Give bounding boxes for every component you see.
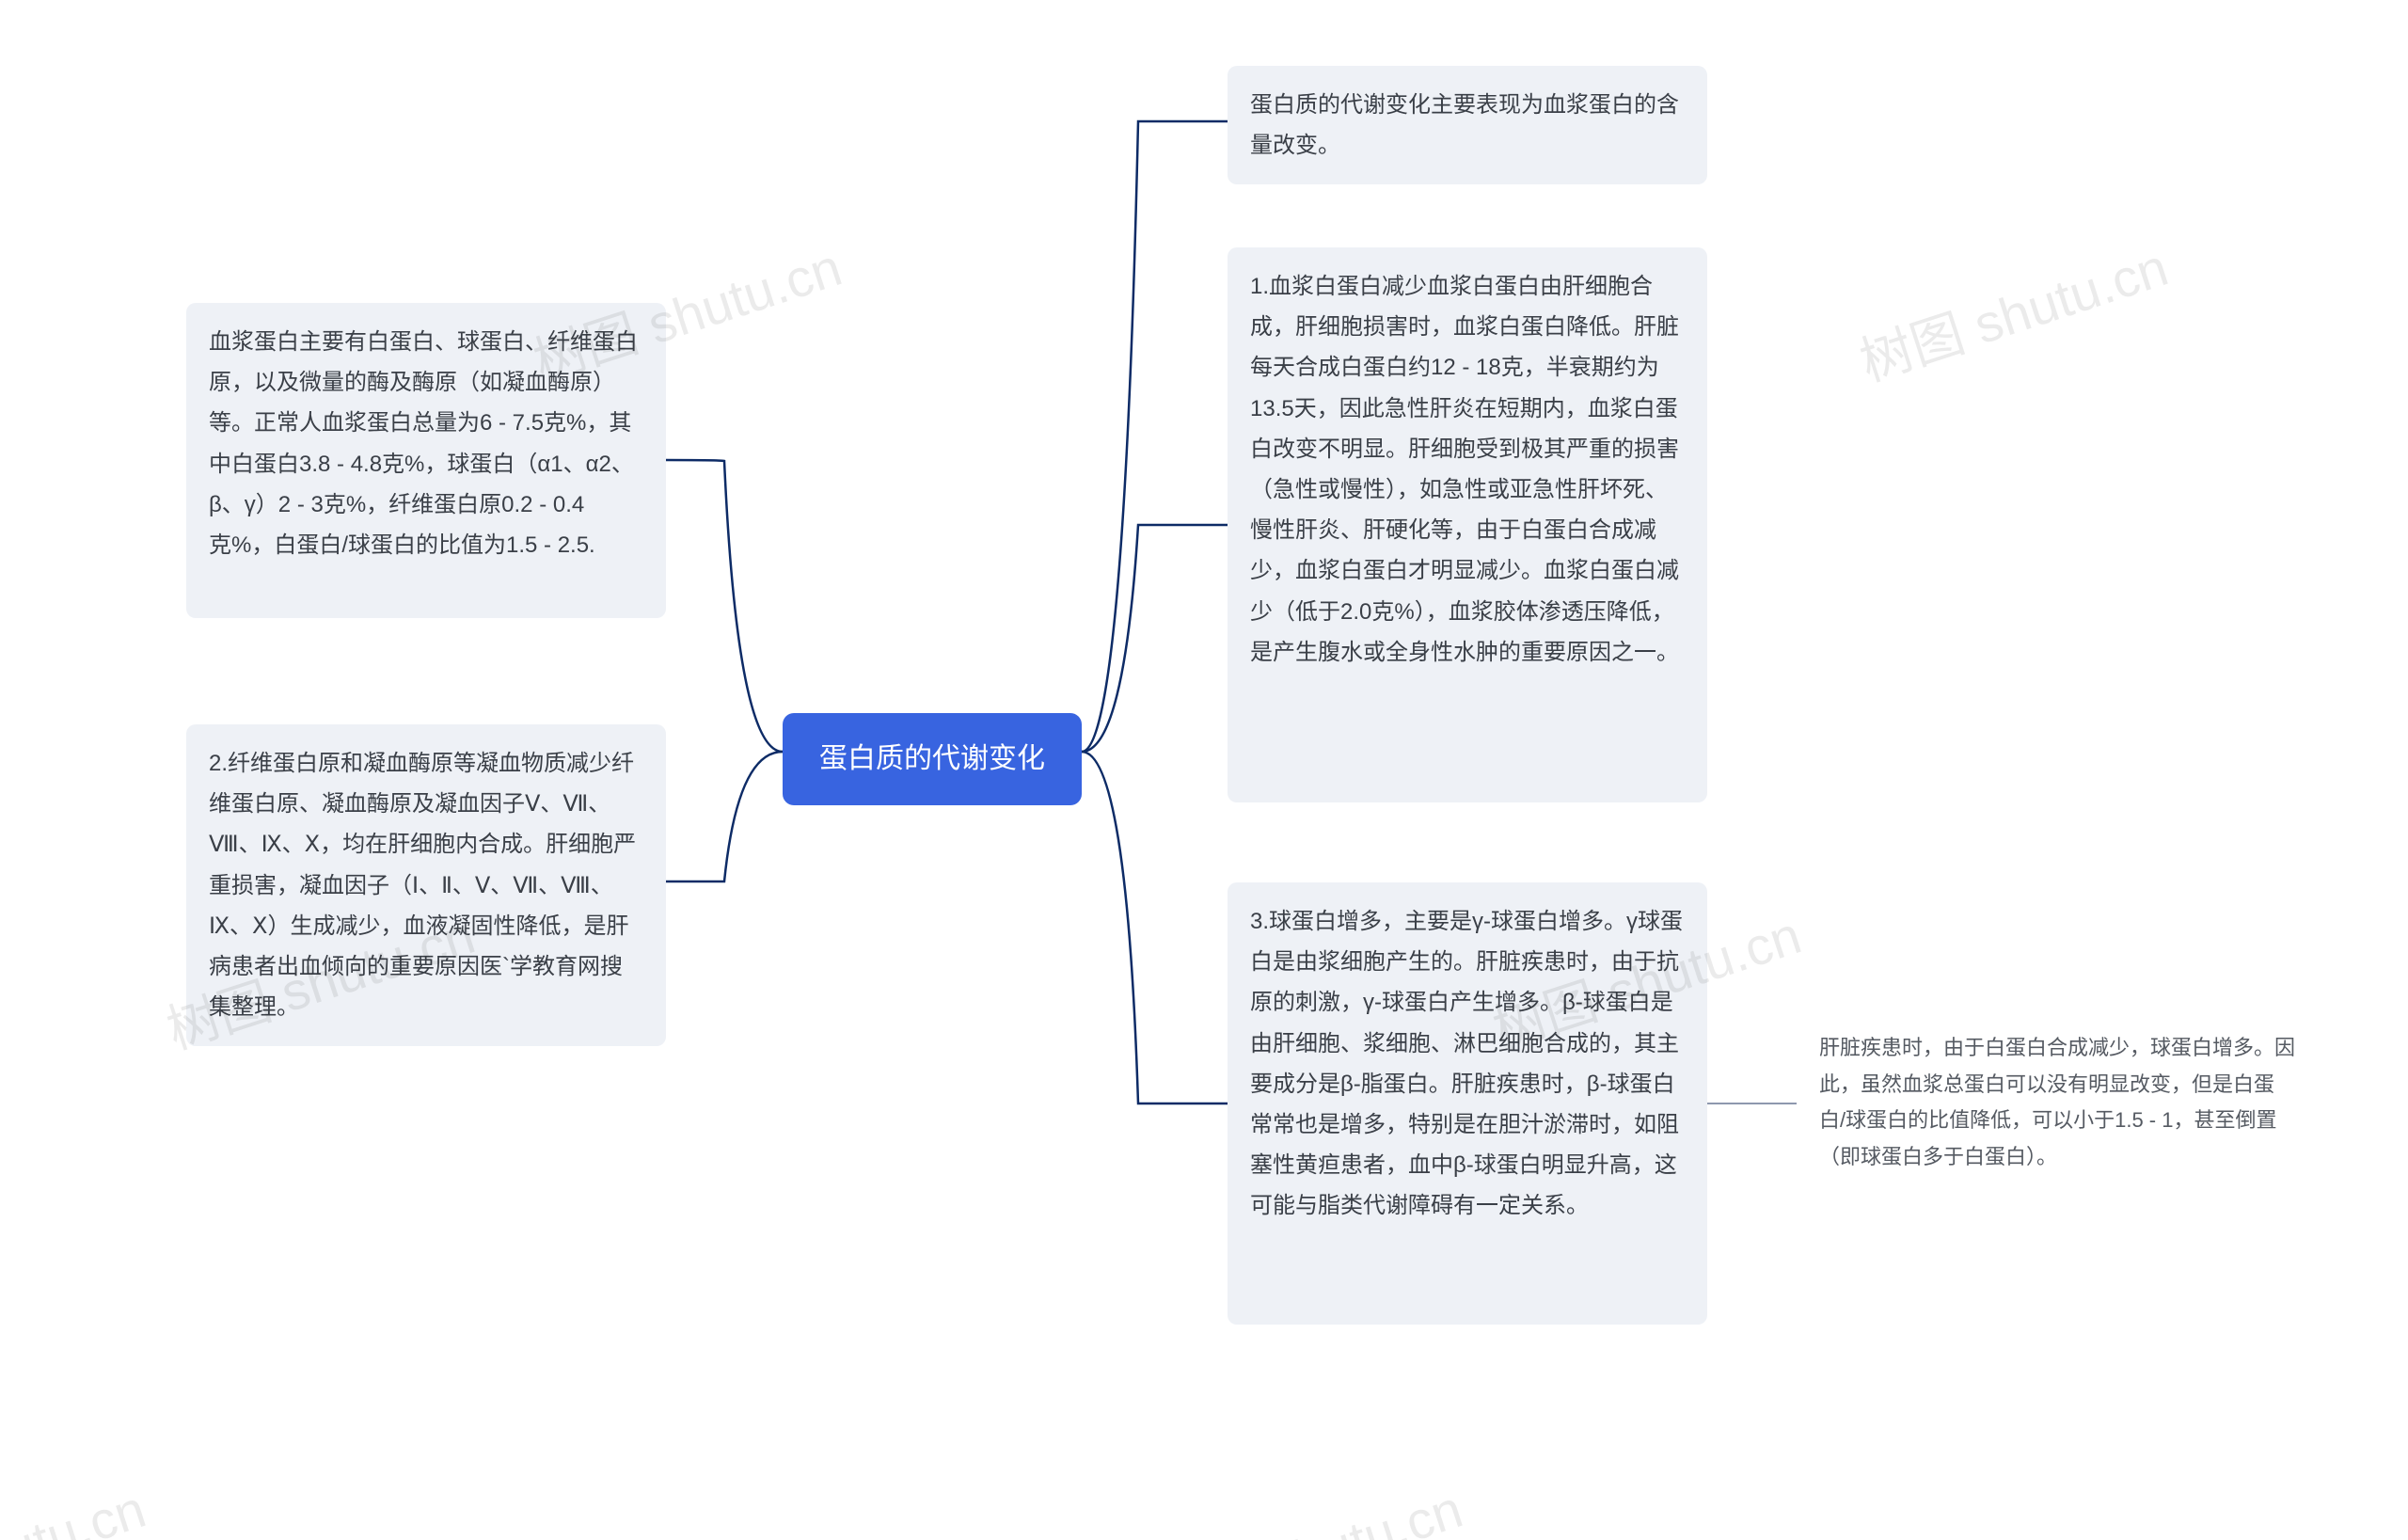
right-node-1-text: 蛋白质的代谢变化主要表现为血浆蛋白的含量改变。	[1250, 92, 1679, 158]
watermark: 树图 shutu.cn	[1144, 1468, 1471, 1540]
left-node-1-text: 血浆蛋白主要有白蛋白、球蛋白、纤维蛋白原，以及微量的酶及酶原（如凝血酶原）等。正…	[209, 329, 638, 558]
left-node-1[interactable]: 血浆蛋白主要有白蛋白、球蛋白、纤维蛋白原，以及微量的酶及酶原（如凝血酶原）等。正…	[186, 303, 666, 618]
connector-path	[666, 460, 783, 752]
right-node-2[interactable]: 1.血浆白蛋白减少血浆白蛋白由肝细胞合成，肝细胞损害时，血浆白蛋白降低。肝脏每天…	[1228, 247, 1707, 802]
watermark: 树图 shutu.cn	[0, 1468, 153, 1540]
central-node[interactable]: 蛋白质的代谢变化	[783, 713, 1082, 805]
connector-path	[1082, 752, 1228, 1103]
connector-path	[666, 752, 783, 881]
connector-path	[1082, 525, 1228, 752]
watermark: 树图 shutu.cn	[1849, 226, 2177, 397]
right-node-3[interactable]: 3.球蛋白增多，主要是γ-球蛋白增多。γ球蛋白是由浆细胞产生的。肝脏疾患时，由于…	[1228, 882, 1707, 1325]
right-node-3-leaf-text: 肝脏疾患时，由于白蛋白合成减少，球蛋白增多。因此，虽然血浆总蛋白可以没有明显改变…	[1819, 1036, 2295, 1168]
left-node-2[interactable]: 2.纤维蛋白原和凝血酶原等凝血物质减少纤维蛋白原、凝血酶原及凝血因子Ⅴ、Ⅶ、Ⅷ、…	[186, 724, 666, 1046]
right-node-1[interactable]: 蛋白质的代谢变化主要表现为血浆蛋白的含量改变。	[1228, 66, 1707, 184]
right-node-3-leaf[interactable]: 肝脏疾患时，由于白蛋白合成减少，球蛋白增多。因此，虽然血浆总蛋白可以没有明显改变…	[1797, 1011, 2323, 1199]
connector-path	[1082, 121, 1228, 752]
right-node-3-text: 3.球蛋白增多，主要是γ-球蛋白增多。γ球蛋白是由浆细胞产生的。肝脏疾患时，由于…	[1250, 909, 1683, 1218]
right-node-2-text: 1.血浆白蛋白减少血浆白蛋白由肝细胞合成，肝细胞损害时，血浆白蛋白降低。肝脏每天…	[1250, 274, 1679, 665]
left-node-2-text: 2.纤维蛋白原和凝血酶原等凝血物质减少纤维蛋白原、凝血酶原及凝血因子Ⅴ、Ⅶ、Ⅷ、…	[209, 751, 636, 1020]
